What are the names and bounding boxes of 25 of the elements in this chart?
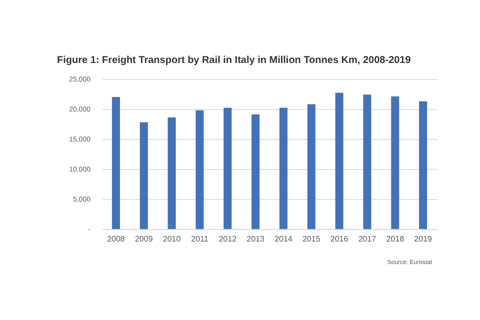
chart-title: Figure 1: Freight Transport by Rail in Italy in Million Tonnes Km, 2008-2019: [57, 55, 412, 66]
bar: [168, 117, 176, 229]
x-tick-label: 2015: [302, 234, 321, 244]
x-tick-label: 2016: [330, 234, 349, 244]
x-tick-label: 2009: [134, 234, 154, 244]
x-tick-label: 2008: [107, 234, 126, 244]
bar: [391, 96, 400, 229]
x-tick-label: 2018: [386, 234, 405, 244]
x-tick-label: 2019: [414, 234, 432, 244]
x-tick-label: 2012: [218, 234, 238, 244]
bar: [279, 108, 288, 229]
x-tick-label: 2013: [246, 234, 265, 244]
bar: [252, 114, 260, 229]
bar: [363, 94, 372, 229]
bar: [112, 97, 120, 229]
bar: [307, 104, 316, 229]
x-tick-label: 2010: [162, 234, 182, 244]
bar: [196, 110, 204, 229]
x-tick-label: 2017: [358, 234, 377, 244]
bar: [419, 101, 428, 229]
x-tick-label: 2011: [191, 234, 209, 244]
x-tick-label: 2014: [274, 234, 293, 244]
bar: [335, 92, 344, 229]
bar: [140, 122, 148, 229]
bar: [224, 108, 232, 229]
